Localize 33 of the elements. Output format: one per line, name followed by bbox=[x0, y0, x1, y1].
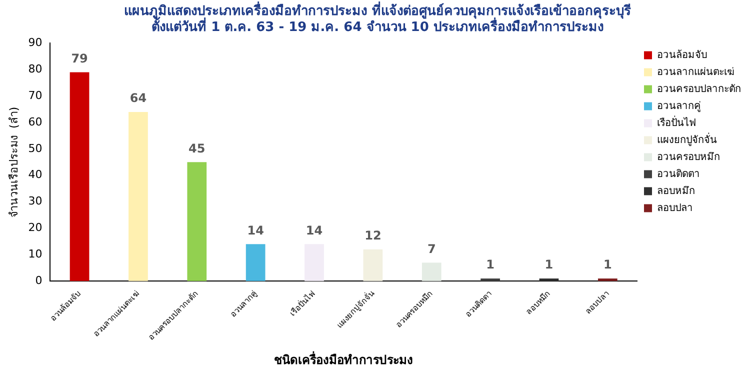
y-tick-label: 70 bbox=[28, 88, 42, 102]
data-label: 12 bbox=[364, 228, 382, 243]
y-tick-label: 60 bbox=[28, 115, 42, 128]
y-tick-label: 0 bbox=[35, 274, 42, 287]
y-tick-label: 50 bbox=[28, 142, 42, 155]
data-label: 1 bbox=[486, 258, 494, 272]
data-label: 7 bbox=[427, 242, 436, 256]
legend-label: ลอบปลา bbox=[657, 202, 693, 214]
y-axis-title: จำนวนเรือประมง (ลำ) bbox=[7, 106, 20, 218]
data-label: 14 bbox=[247, 223, 264, 238]
legend-label: อวนลากคู่ bbox=[657, 100, 701, 112]
data-label: 1 bbox=[603, 258, 612, 272]
data-label: 1 bbox=[544, 258, 554, 272]
legend-label: อวนครอบหมึก bbox=[657, 150, 720, 163]
data-label: 64 bbox=[130, 91, 147, 106]
legend-label: ลอบหมึก bbox=[657, 184, 695, 197]
y-tick-label: 80 bbox=[28, 62, 42, 76]
data-label: 14 bbox=[306, 223, 323, 238]
x-axis-title: ชนิดเครื่องมือทำการประมง bbox=[274, 350, 414, 367]
y-tick-label: 30 bbox=[28, 194, 42, 208]
y-tick-label: 10 bbox=[28, 248, 42, 261]
text: แผนภูมิแสดงประเภทเครื่องมือทำการประมง ที่แจ้งต่อศูนย์ควบคุมการแจ้งเรือเข้าออกคุระบุรี bbox=[124, 4, 631, 20]
legend-label: อวนลากแผ่นตะเฆ่ bbox=[657, 66, 734, 78]
legend-label: เรือปั่นไฟ bbox=[657, 114, 696, 129]
data-label: 79 bbox=[71, 51, 88, 66]
y-tick-label: 40 bbox=[28, 168, 42, 182]
data-label: 45 bbox=[188, 141, 206, 156]
legend-label: อวนครอบปลากะตัก bbox=[657, 84, 741, 95]
y-tick-label: 90 bbox=[28, 36, 42, 50]
y-tick-label: 20 bbox=[28, 221, 42, 234]
legend-label: แผงยกปูจักจั่น bbox=[657, 132, 717, 146]
legend-label: อวนล้อมจับ bbox=[657, 48, 707, 61]
legend-label: อวนติดตา bbox=[657, 168, 700, 180]
